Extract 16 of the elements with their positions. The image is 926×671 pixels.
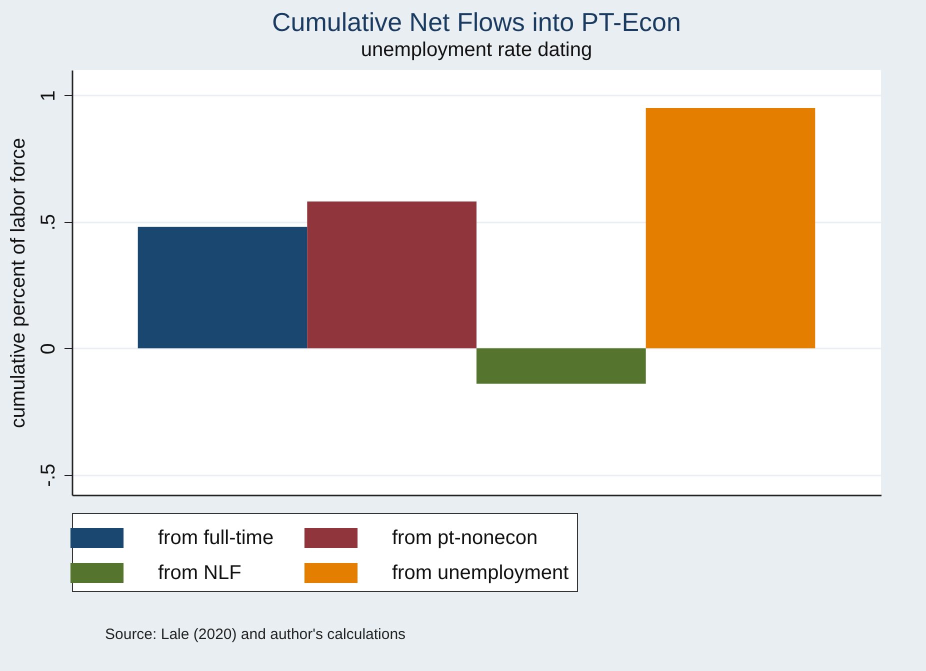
y-tick-label: 1 [38, 90, 60, 102]
y-axis-title: cumulative percent of labor force [8, 138, 30, 428]
source-note: Source: Lale (2020) and author's calculations [105, 626, 406, 643]
y-tick-label: .5 [38, 214, 60, 231]
bar [138, 226, 308, 348]
legend-label: from NLF [158, 562, 242, 584]
legend-label: from full-time [158, 527, 274, 549]
chart-subtitle: unemployment rate dating [360, 39, 592, 61]
y-tick-label: 0 [38, 343, 60, 354]
legend-label: from pt-nonecon [392, 527, 538, 549]
legend-label: from unemployment [392, 562, 570, 584]
chart-title: Cumulative Net Flows into PT-Econ [272, 7, 681, 37]
bar [476, 348, 646, 384]
bar [307, 202, 476, 348]
y-tick-label: -.5 [38, 464, 60, 487]
bar [646, 108, 816, 348]
